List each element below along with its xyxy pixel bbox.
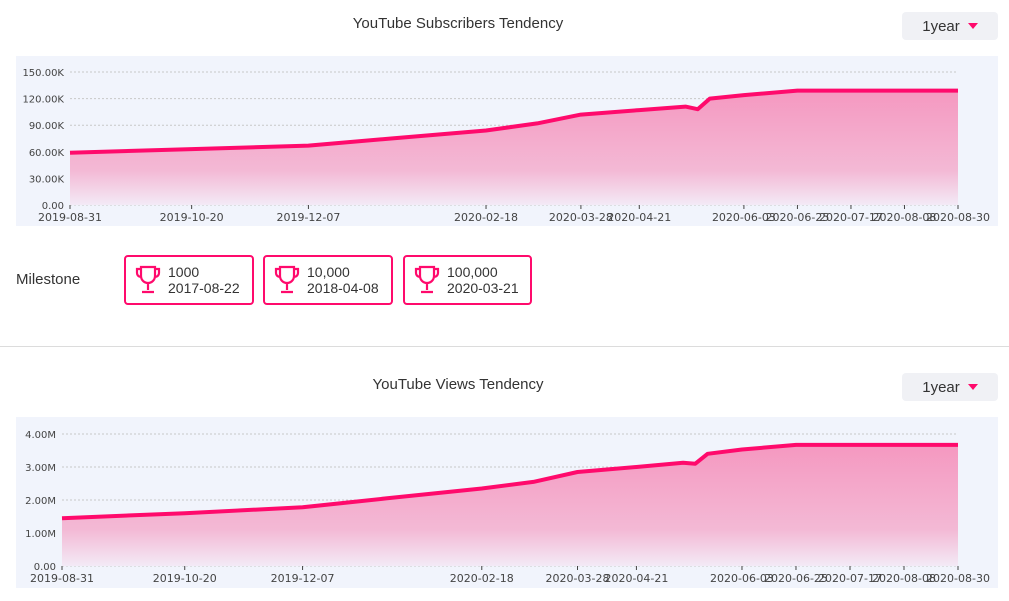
svg-text:2020-07-17: 2020-07-17 (819, 211, 883, 224)
section-divider (0, 346, 1009, 347)
svg-text:2020-08-08: 2020-08-08 (872, 572, 936, 585)
svg-text:2020-07-17: 2020-07-17 (818, 572, 882, 585)
milestone-card: 1000 2017-08-22 (124, 255, 254, 305)
views-chart: 0.00 1.00M 2.00M 3.00M 4.00M 2019-08-31 2019-1… (16, 417, 998, 588)
svg-text:90.00K: 90.00K (29, 121, 65, 132)
subscribers-range-dropdown[interactable]: 1year (902, 12, 998, 40)
subscribers-chart-title: YouTube Subscribers Tendency (352, 15, 564, 32)
subscribers-chart-svg: 0.00 30.00K 60.00K 90.00K 120.00K 150.00K 2019… (22, 68, 990, 224)
svg-text:2020-06-25: 2020-06-25 (764, 572, 828, 585)
milestone-value: 1000 (168, 264, 200, 280)
svg-text:2019-10-20: 2019-10-20 (160, 211, 224, 224)
svg-text:1.00M: 1.00M (25, 529, 56, 540)
svg-text:0.00: 0.00 (34, 562, 56, 573)
svg-text:2020-06-03: 2020-06-03 (710, 572, 774, 585)
milestone-date: 2017-08-22 (168, 280, 240, 296)
svg-text:2.00M: 2.00M (25, 496, 56, 507)
milestone-value: 10,000 (307, 264, 350, 280)
range-value: 1year (922, 17, 960, 35)
svg-text:0.00: 0.00 (42, 201, 64, 212)
trophy-icon (135, 265, 161, 294)
svg-text:2020-04-21: 2020-04-21 (604, 572, 668, 585)
milestone-date: 2020-03-21 (447, 280, 519, 296)
svg-text:2020-06-25: 2020-06-25 (765, 211, 829, 224)
trophy-icon (414, 265, 440, 294)
milestone-label: Milestone (16, 271, 81, 288)
svg-text:2019-08-31: 2019-08-31 (38, 211, 102, 224)
svg-text:30.00K: 30.00K (29, 174, 65, 185)
svg-text:60.00K: 60.00K (29, 148, 65, 159)
svg-text:2020-08-30: 2020-08-30 (926, 572, 990, 585)
svg-text:2019-12-07: 2019-12-07 (276, 211, 340, 224)
svg-text:2020-08-30: 2020-08-30 (926, 211, 990, 224)
trophy-icon (274, 265, 300, 294)
svg-text:2019-08-31: 2019-08-31 (30, 572, 94, 585)
caret-down-icon (967, 384, 978, 390)
range-value: 1year (922, 378, 960, 396)
svg-text:2020-03-28: 2020-03-28 (546, 572, 610, 585)
svg-text:2020-08-08: 2020-08-08 (873, 211, 937, 224)
milestone-card: 100,000 2020-03-21 (403, 255, 532, 305)
svg-text:2020-02-18: 2020-02-18 (450, 572, 514, 585)
svg-text:2019-12-07: 2019-12-07 (271, 572, 335, 585)
svg-text:120.00K: 120.00K (22, 95, 64, 106)
svg-text:150.00K: 150.00K (22, 68, 64, 79)
milestone-card: 10,000 2018-04-08 (263, 255, 393, 305)
caret-down-icon (967, 23, 978, 29)
svg-text:2019-10-20: 2019-10-20 (153, 572, 217, 585)
svg-text:3.00M: 3.00M (25, 463, 56, 474)
svg-text:2020-03-28: 2020-03-28 (549, 211, 613, 224)
views-chart-title: YouTube Views Tendency (372, 376, 544, 393)
svg-text:2020-02-18: 2020-02-18 (454, 211, 518, 224)
views-chart-svg: 0.00 1.00M 2.00M 3.00M 4.00M 2019-08-31 2019-1… (25, 430, 990, 585)
svg-text:4.00M: 4.00M (25, 430, 56, 441)
subscribers-chart: 0.00 30.00K 60.00K 90.00K 120.00K 150.00K 2019… (16, 56, 998, 226)
views-range-dropdown[interactable]: 1year (902, 373, 998, 401)
svg-text:2020-04-21: 2020-04-21 (607, 211, 671, 224)
milestone-value: 100,000 (447, 264, 498, 280)
milestone-date: 2018-04-08 (307, 280, 379, 296)
svg-text:2020-06-03: 2020-06-03 (712, 211, 776, 224)
